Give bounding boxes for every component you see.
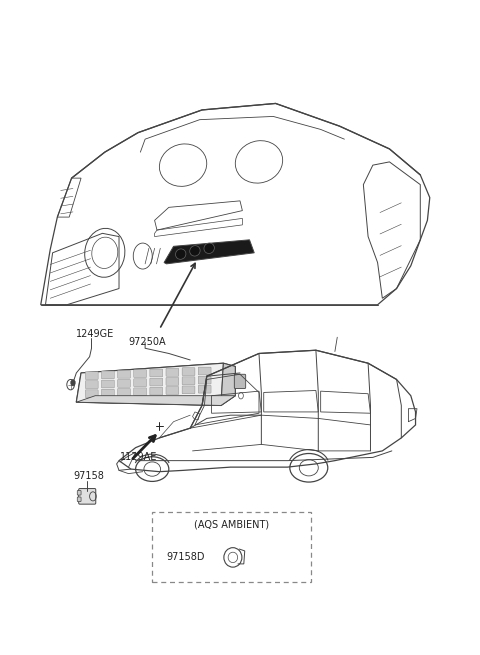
FancyBboxPatch shape: [234, 374, 246, 388]
FancyBboxPatch shape: [85, 371, 98, 379]
FancyBboxPatch shape: [77, 497, 81, 502]
FancyBboxPatch shape: [150, 387, 163, 395]
FancyBboxPatch shape: [101, 380, 114, 388]
Ellipse shape: [190, 246, 200, 256]
FancyBboxPatch shape: [85, 390, 98, 398]
FancyBboxPatch shape: [182, 377, 195, 384]
FancyBboxPatch shape: [166, 386, 179, 394]
Polygon shape: [76, 364, 223, 405]
FancyBboxPatch shape: [77, 491, 81, 495]
Text: 1129AE: 1129AE: [120, 453, 158, 462]
Ellipse shape: [176, 249, 186, 259]
FancyBboxPatch shape: [198, 367, 211, 375]
Text: (AQS AMBIENT): (AQS AMBIENT): [194, 520, 269, 530]
FancyBboxPatch shape: [150, 378, 163, 386]
FancyBboxPatch shape: [118, 379, 131, 387]
Polygon shape: [164, 240, 254, 264]
FancyBboxPatch shape: [134, 388, 146, 396]
Text: 1249GE: 1249GE: [76, 329, 115, 339]
FancyBboxPatch shape: [101, 371, 114, 379]
Text: 97250A: 97250A: [129, 337, 166, 347]
Circle shape: [67, 379, 74, 390]
FancyBboxPatch shape: [101, 389, 114, 397]
FancyBboxPatch shape: [118, 388, 131, 396]
FancyBboxPatch shape: [118, 370, 131, 378]
FancyBboxPatch shape: [79, 489, 96, 504]
Circle shape: [239, 392, 243, 399]
Text: 97158D: 97158D: [167, 552, 205, 563]
FancyBboxPatch shape: [182, 386, 195, 394]
FancyBboxPatch shape: [166, 377, 179, 385]
FancyBboxPatch shape: [166, 368, 179, 376]
Circle shape: [71, 379, 75, 386]
FancyBboxPatch shape: [182, 367, 195, 375]
FancyBboxPatch shape: [198, 385, 211, 393]
FancyBboxPatch shape: [85, 381, 98, 388]
Polygon shape: [76, 396, 235, 405]
Polygon shape: [221, 364, 235, 405]
FancyBboxPatch shape: [150, 369, 163, 377]
Ellipse shape: [204, 243, 215, 253]
Text: 97158: 97158: [73, 470, 104, 481]
FancyBboxPatch shape: [134, 379, 146, 386]
FancyBboxPatch shape: [134, 369, 146, 377]
FancyBboxPatch shape: [198, 376, 211, 384]
